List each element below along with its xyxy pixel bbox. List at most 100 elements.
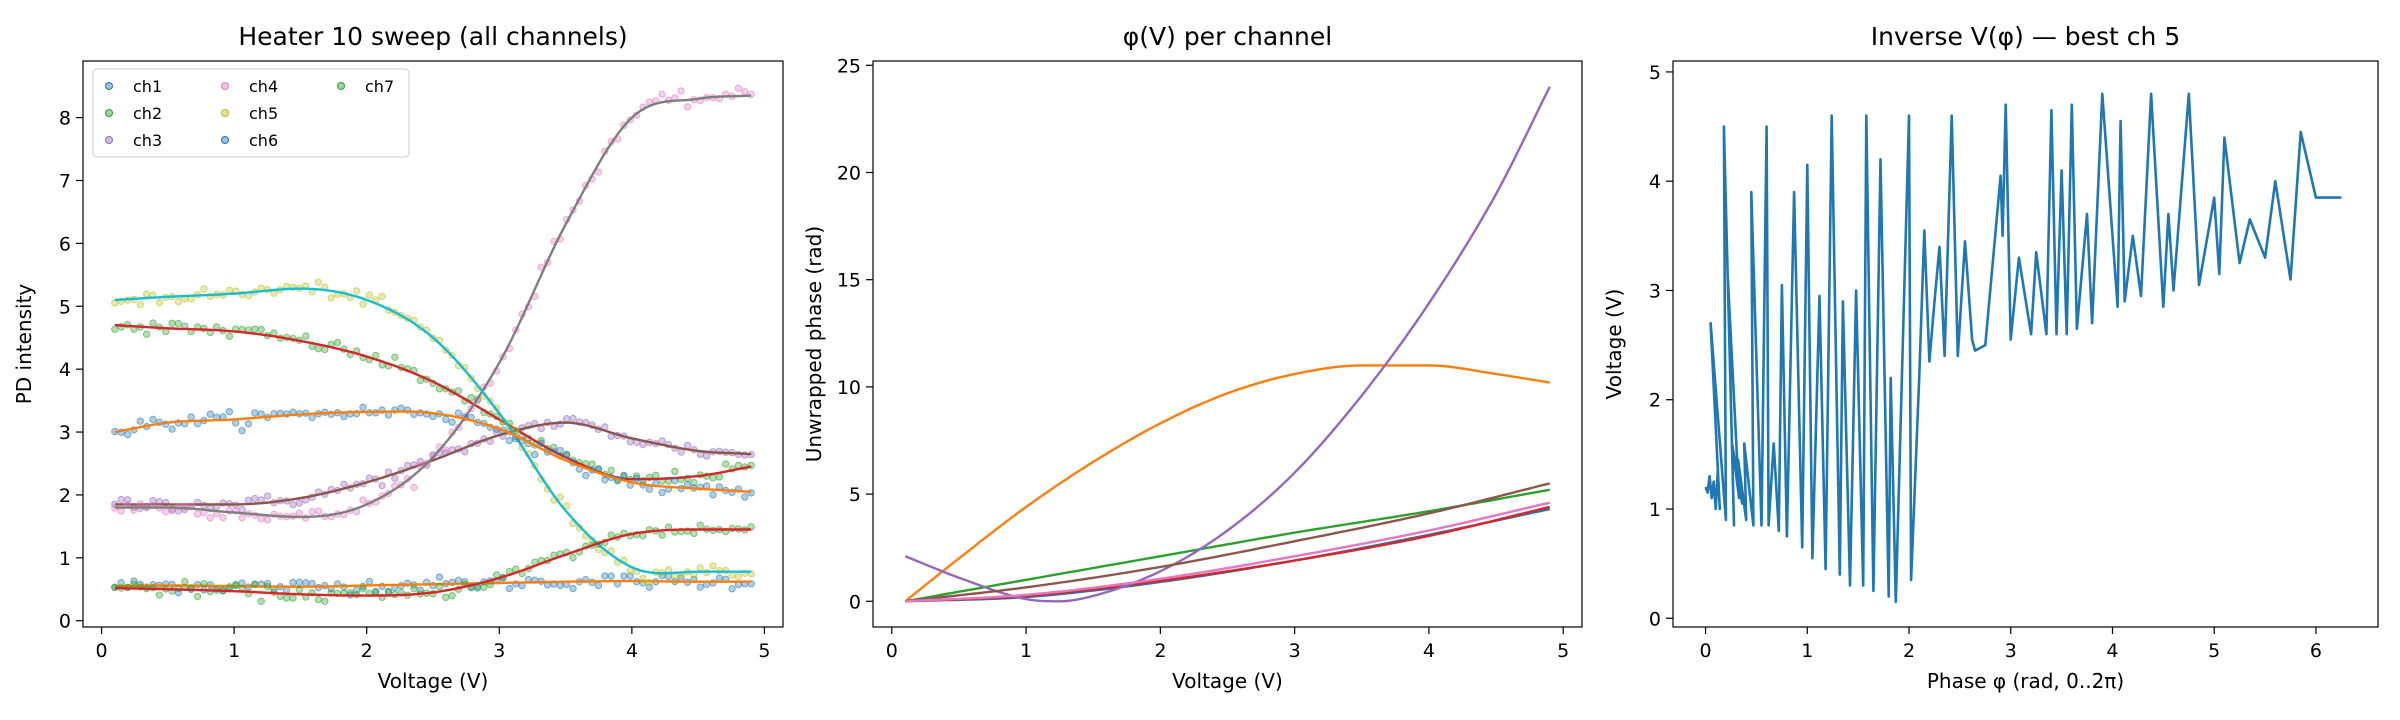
data-point-ch7: [257, 597, 265, 605]
y-tick-label: 0: [59, 611, 71, 633]
y-tick-label: 2: [1649, 390, 1661, 412]
data-point-ch1: [715, 574, 724, 582]
y-tick-label: 5: [1649, 62, 1661, 84]
fit-line-ch6: [114, 410, 752, 493]
data-point-ch4: [117, 507, 125, 515]
data-point-ch5: [696, 564, 704, 572]
data-point-ch2: [314, 344, 323, 353]
heater-sweep-panel: 0 1 2 3 4 5 0 1 2 3 4 5 6 7 8 Heater 10 sweep (all chan…: [12, 22, 784, 693]
data-point-ch2: [111, 325, 119, 333]
data-point-ch5: [327, 294, 335, 302]
y-tick-label: 25: [837, 55, 861, 77]
data-point-ch2: [690, 478, 698, 487]
data-point-ch2: [416, 376, 424, 385]
y-axis-label: PD intensity: [12, 284, 36, 405]
x-axis-label: Voltage (V): [1172, 669, 1283, 693]
data-point-ch6: [562, 451, 571, 459]
data-point-ch1: [601, 572, 609, 580]
data-point-ch4: [741, 87, 749, 96]
axes-frame: [1672, 60, 2379, 628]
data-point-ch4: [238, 514, 246, 522]
x-tick-label: 4: [1423, 640, 1435, 662]
legend-label-ch4: ch4: [249, 77, 278, 96]
data-point-ch5: [155, 298, 164, 307]
y-tick-label: 0: [849, 591, 861, 613]
x-tick-label: 4: [2106, 640, 2118, 662]
data-point-ch6: [454, 409, 463, 417]
data-point-ch4: [263, 516, 272, 524]
data-point-ch4: [734, 84, 743, 92]
x-tick-label: 2: [1903, 640, 1915, 662]
x-tick-label: 0: [1700, 640, 1712, 662]
data-point-ch6: [505, 436, 514, 445]
fit-line-ch4: [114, 94, 752, 519]
legend-marker-ch3: [105, 136, 113, 144]
data-point-ch3: [251, 494, 259, 503]
x-tick-label: 1: [228, 640, 240, 662]
data-point-ch7: [658, 531, 666, 539]
data-point-ch1: [607, 572, 615, 580]
data-point-ch6: [225, 407, 234, 416]
data-point-ch5: [136, 300, 144, 309]
data-point-ch4: [677, 87, 685, 95]
data-point-ch2: [607, 466, 615, 475]
data-point-ch3: [117, 495, 125, 504]
data-point-ch7: [607, 531, 615, 539]
legend: ch1 ch2 ch3 ch4 ch5 ch6 ch7: [92, 68, 410, 158]
data-point-ch7: [200, 580, 208, 588]
data-point-ch3: [289, 500, 297, 509]
y-tick-label: 0: [1649, 608, 1661, 630]
x-tick-label: 6: [2310, 640, 2322, 662]
data-point-ch3: [562, 415, 571, 423]
legend-label-ch1: ch1: [133, 77, 162, 96]
x-tick-label: 3: [1289, 640, 1301, 662]
data-point-ch7: [193, 592, 202, 601]
data-point-ch7: [251, 580, 259, 589]
y-tick-label: 2: [59, 485, 71, 507]
legend-marker-ch4: [221, 82, 229, 90]
series-ch5: [111, 278, 755, 587]
data-point-ch6: [149, 415, 157, 424]
data-point-ch7: [181, 577, 189, 586]
data-point-ch4: [683, 103, 692, 111]
y-tick-label: 1: [1649, 499, 1661, 521]
series-ch6: [111, 403, 755, 501]
y-tick-label: 10: [837, 377, 861, 399]
data-point-ch6: [206, 410, 214, 418]
x-tick-label: 5: [1557, 640, 1569, 662]
data-point-ch6: [123, 430, 132, 439]
data-point-ch3: [244, 496, 253, 504]
data-point-ch5: [225, 286, 234, 294]
data-point-ch5: [174, 297, 183, 306]
data-point-ch7: [155, 591, 164, 599]
data-point-ch1: [626, 572, 634, 580]
data-point-ch6: [448, 418, 456, 426]
legend-label-ch7: ch7: [365, 77, 394, 96]
plot-area: [904, 86, 1551, 603]
y-tick-label: 1: [59, 548, 71, 570]
data-point-ch4: [295, 509, 304, 517]
data-point-ch2: [257, 325, 265, 334]
data-point-ch5: [359, 300, 367, 308]
data-point-ch2: [391, 353, 399, 361]
data-point-ch7: [442, 593, 450, 602]
data-point-ch5: [365, 291, 374, 299]
x-tick-label: 1: [1020, 640, 1032, 662]
data-point-ch4: [162, 508, 170, 516]
data-point-ch3: [702, 452, 711, 460]
inverse-voltage-panel: 0 1 2 3 4 5 6 0 1 2 3 4 5 Inverse V(φ) — best ch 5 Pha…: [1602, 22, 2379, 693]
data-point-ch7: [263, 582, 272, 591]
data-point-ch7: [295, 586, 304, 594]
data-point-ch2: [333, 338, 342, 347]
data-point-ch7: [410, 585, 418, 593]
x-tick-label: 3: [493, 640, 505, 662]
phase-per-channel-panel: 0 1 2 3 4 5 0 5 10 15 20 25 φ(V) per channel Voltage …: [802, 22, 1583, 693]
data-point-ch1: [594, 581, 603, 590]
data-point-ch6: [238, 426, 246, 435]
data-point-ch7: [448, 592, 456, 600]
data-point-ch1: [505, 584, 514, 593]
y-tick-label: 5: [59, 296, 71, 318]
data-point-ch6: [168, 425, 176, 433]
data-point-ch3: [295, 499, 304, 507]
